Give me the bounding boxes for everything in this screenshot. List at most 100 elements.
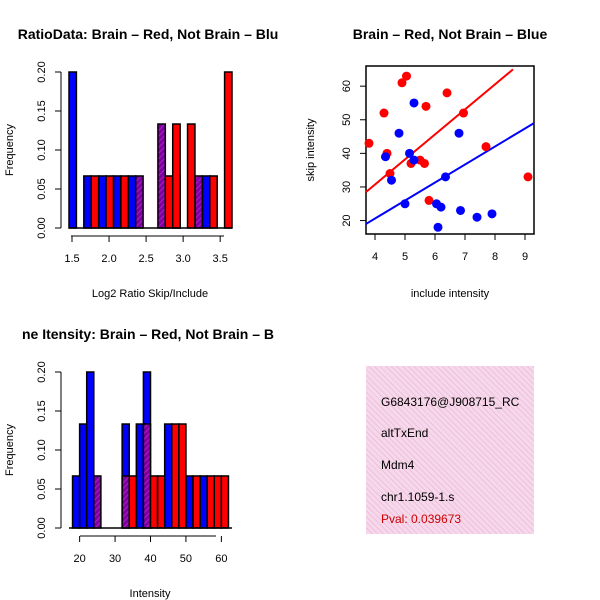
p3-bar-overlap xyxy=(142,423,152,529)
p1-bar-not-brain xyxy=(83,175,92,229)
scatter-point-not-brain xyxy=(436,202,446,212)
p1-bar-overlap xyxy=(134,175,144,229)
p1-bar-not-brain xyxy=(112,175,122,229)
scatter-point-not-brain xyxy=(472,212,482,222)
scatter-ytick-label: 30 xyxy=(341,181,353,193)
scatter-ytick-label: 60 xyxy=(341,80,353,92)
p1-ytick-label: 0.00 xyxy=(36,217,48,238)
p1-xtick-label: 2.5 xyxy=(138,253,153,265)
scatter-point-brain xyxy=(523,172,533,182)
p3-bar-not-brain xyxy=(78,423,88,529)
p3-ytick-label: 0.10 xyxy=(36,439,48,460)
p3-ytick-label: 0.00 xyxy=(36,517,48,538)
p3-bar-brain xyxy=(192,475,201,529)
scatter-point-not-brain xyxy=(405,148,414,158)
info-gene: Mdm4 xyxy=(381,458,415,472)
p3-bar-brain xyxy=(178,423,187,529)
scatter-point-brain xyxy=(459,108,468,118)
ratio-histogram-title: RatioData: Brain – Red, Not Brain – Blu xyxy=(18,26,279,42)
scatter-xtick-label: 9 xyxy=(522,251,528,263)
p3-bar-brain xyxy=(213,475,223,529)
scatter-fit-line-not-brain xyxy=(365,122,535,225)
scatter-point-not-brain xyxy=(441,172,450,182)
p1-bar-brain xyxy=(186,123,196,229)
p3-bar-not-brain xyxy=(85,371,95,529)
ratio-histogram-xlabel: Log2 Ratio Skip/Include xyxy=(92,288,208,300)
p1-bar-not-brain xyxy=(201,175,211,229)
scatter-plot-frame xyxy=(365,65,535,235)
p1-ytick-label: 0.05 xyxy=(36,178,48,199)
p3-bar-brain xyxy=(128,475,138,529)
info-locus: chr1.1059-1.s xyxy=(381,490,455,504)
p3-bar-brain xyxy=(156,475,166,529)
p1-bar-overlap xyxy=(194,175,204,229)
scatter-point-brain xyxy=(379,108,389,118)
info-id-line: G6843176@J908715_RC xyxy=(381,395,520,409)
p1-bar-not-brain xyxy=(127,175,137,229)
p1-bar-brain xyxy=(90,175,100,229)
scatter-point-not-brain xyxy=(400,199,410,209)
p1-bar-brain xyxy=(164,175,174,229)
info-panel: G6843176@J908715_RC altTxEnd Mdm4 chr1.1… xyxy=(366,366,534,534)
p3-xtick-label: 20 xyxy=(74,553,86,565)
scatter-ytick-label: 20 xyxy=(341,214,353,226)
p1-xtick-label: 3.5 xyxy=(213,253,228,265)
scatter-point-not-brain xyxy=(409,155,419,165)
p1-ytick-label: 0.15 xyxy=(36,100,48,121)
intensity-scatter: Brain – Red, Not Brain – Blue skip inten… xyxy=(305,26,547,300)
p3-xtick-label: 40 xyxy=(144,553,156,565)
p1-xtick-label: 1.5 xyxy=(64,253,79,265)
intensity-histogram-ylabel: Frequency xyxy=(4,424,16,476)
p3-bar-overlap xyxy=(93,475,102,529)
p3-xtick-label: 60 xyxy=(215,553,227,565)
p3-ytick-label: 0.05 xyxy=(36,478,48,499)
scatter-point-brain xyxy=(481,142,491,152)
p3-xtick-label: 50 xyxy=(180,553,192,565)
p3-xtick-label: 30 xyxy=(109,553,121,565)
p3-bar-not-brain xyxy=(199,475,208,529)
ratio-histogram: RatioData: Brain – Red, Not Brain – Blu … xyxy=(4,26,278,300)
scatter-point-not-brain xyxy=(456,205,465,215)
p1-xtick-label: 2.0 xyxy=(101,253,116,265)
scatter-point-brain xyxy=(402,71,411,81)
scatter-point-brain xyxy=(420,158,429,168)
scatter-point-not-brain xyxy=(409,98,419,108)
p3-bar-brain xyxy=(206,475,216,529)
p1-ytick-label: 0.10 xyxy=(36,139,48,160)
p3-ytick-label: 0.20 xyxy=(36,361,48,382)
scatter-point-not-brain xyxy=(433,222,443,232)
p1-bar-brain xyxy=(105,175,115,229)
scatter-title: Brain – Red, Not Brain – Blue xyxy=(353,26,548,42)
scatter-point-brain xyxy=(424,195,434,205)
p1-bar-brain xyxy=(120,175,130,229)
scatter-point-brain xyxy=(397,78,407,88)
p1-xtick-label: 3.0 xyxy=(175,253,190,265)
p3-bar-not-brain xyxy=(135,423,145,529)
info-event-type: altTxEnd xyxy=(381,426,429,440)
p3-ytick-label: 0.15 xyxy=(36,400,48,421)
p3-bar-brain xyxy=(220,475,230,529)
scatter-ytick-label: 40 xyxy=(341,147,353,159)
scatter-ylabel: skip intensity xyxy=(305,118,317,181)
p3-bar-brain xyxy=(149,475,159,529)
intensity-histogram-xlabel: Intensity xyxy=(130,588,171,600)
p1-bar-not-brain xyxy=(97,175,107,229)
scatter-point-brain xyxy=(385,169,395,179)
scatter-ytick-label: 50 xyxy=(341,114,353,126)
scatter-point-not-brain xyxy=(387,175,396,185)
scatter-point-not-brain xyxy=(454,128,464,138)
scatter-point-brain xyxy=(364,138,374,148)
p3-bar-not-brain xyxy=(185,475,194,529)
scatter-point-not-brain xyxy=(381,152,390,162)
scatter-xtick-label: 8 xyxy=(492,251,498,263)
p1-bar-not-brain xyxy=(68,71,78,229)
scatter-xlabel: include intensity xyxy=(411,288,490,300)
p3-bar-brain xyxy=(171,423,180,529)
p1-bar-overlap xyxy=(157,123,167,229)
scatter-point-brain xyxy=(421,101,431,111)
scatter-point-not-brain xyxy=(487,209,497,219)
intensity-histogram: ne Itensity: Brain – Red, Not Brain – B … xyxy=(4,326,274,600)
p3-bar-not-brain xyxy=(163,423,173,529)
scatter-point-brain xyxy=(442,88,452,98)
